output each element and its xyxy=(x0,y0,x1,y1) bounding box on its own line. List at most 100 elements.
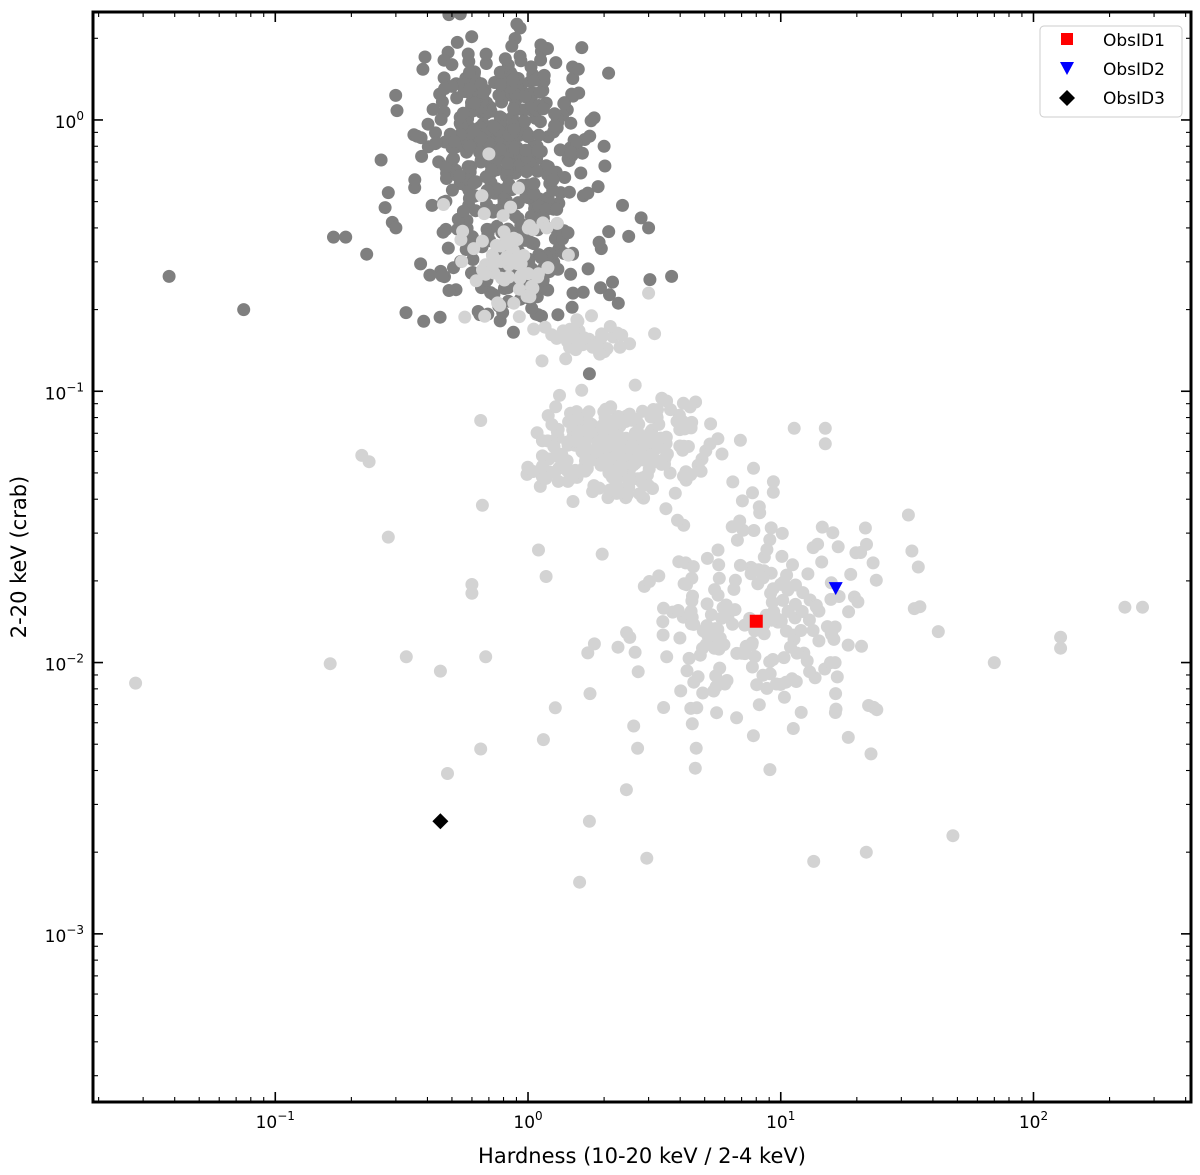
data-point xyxy=(463,139,477,153)
data-point xyxy=(911,560,925,574)
data-point xyxy=(708,641,721,655)
data-point xyxy=(655,391,669,405)
data-point xyxy=(901,508,915,522)
data-point xyxy=(162,269,176,283)
y-tick-label: 100 xyxy=(55,109,84,133)
data-point xyxy=(538,320,552,334)
data-point xyxy=(339,230,353,244)
data-point xyxy=(671,513,684,527)
data-point xyxy=(487,120,501,134)
data-point xyxy=(597,139,611,153)
data-point xyxy=(775,549,789,563)
data-point xyxy=(815,555,829,569)
data-point xyxy=(602,225,616,239)
data-point xyxy=(627,719,641,733)
data-point xyxy=(726,617,739,631)
marker-obsid3 xyxy=(432,813,449,830)
data-point xyxy=(870,703,884,717)
data-point xyxy=(465,586,479,600)
data-point xyxy=(493,142,507,156)
data-point xyxy=(532,543,545,557)
data-point xyxy=(548,466,562,480)
data-point xyxy=(580,462,594,476)
data-point xyxy=(545,418,559,431)
data-point xyxy=(530,164,544,178)
data-point xyxy=(818,437,832,451)
data-point xyxy=(490,182,504,196)
data-point xyxy=(656,628,670,642)
data-point xyxy=(421,117,435,131)
data-point xyxy=(507,122,521,136)
data-point xyxy=(619,783,633,797)
data-point xyxy=(524,60,538,74)
data-point xyxy=(587,637,601,651)
data-point xyxy=(913,600,927,614)
data-point xyxy=(593,347,607,361)
data-point xyxy=(237,303,251,317)
data-point xyxy=(794,624,808,637)
data-point xyxy=(700,551,714,565)
data-point xyxy=(467,242,481,256)
data-point xyxy=(709,680,723,694)
legend-box xyxy=(1039,25,1183,118)
y-axis-label: 2-20 keV (crab) xyxy=(7,476,31,638)
data-point xyxy=(803,665,817,679)
data-point xyxy=(467,176,481,190)
data-point xyxy=(465,30,479,44)
data-point xyxy=(858,521,872,535)
data-point xyxy=(738,618,752,632)
data-point xyxy=(623,630,637,644)
data-point xyxy=(716,601,730,615)
data-point xyxy=(571,314,585,328)
data-point xyxy=(573,875,587,889)
data-point xyxy=(756,571,770,585)
data-point xyxy=(479,57,493,70)
legend-label-obsid2: ObsID2 xyxy=(1103,60,1165,80)
data-point xyxy=(682,651,696,665)
data-point xyxy=(456,224,470,238)
data-point xyxy=(514,54,528,68)
data-point xyxy=(474,414,488,427)
data-point xyxy=(710,706,724,720)
data-point xyxy=(592,481,606,495)
data-point xyxy=(606,275,619,289)
data-point xyxy=(652,569,666,583)
data-point xyxy=(577,331,591,345)
x-tick-label: 100 xyxy=(513,1109,542,1133)
data-point xyxy=(535,354,549,368)
data-point xyxy=(499,233,513,247)
data-point xyxy=(535,449,549,463)
data-point xyxy=(467,124,481,137)
data-point xyxy=(766,475,780,489)
data-point xyxy=(360,247,374,261)
data-point xyxy=(696,686,710,700)
data-point xyxy=(525,301,539,315)
data-point xyxy=(757,627,771,641)
y-tick-label-base: 10 xyxy=(45,656,67,676)
data-point xyxy=(776,593,790,607)
data-point xyxy=(1136,600,1149,614)
y-tick-label-exponent: −2 xyxy=(66,652,84,666)
data-point xyxy=(441,767,454,780)
x-tick-label-exponent: −1 xyxy=(277,1109,295,1123)
plot-frame xyxy=(91,10,1193,1104)
data-point xyxy=(728,573,742,587)
x-tick-label-base: 10 xyxy=(1019,1113,1041,1133)
data-point xyxy=(581,646,595,660)
legend-label-obsid1: ObsID1 xyxy=(1103,31,1165,51)
data-point xyxy=(657,701,671,714)
data-point xyxy=(712,571,726,585)
data-point xyxy=(571,62,585,76)
data-point xyxy=(763,655,777,669)
data-point xyxy=(500,156,514,170)
data-point xyxy=(711,543,725,557)
data-point xyxy=(439,160,453,174)
data-point xyxy=(730,711,744,725)
data-point xyxy=(796,586,810,600)
data-point xyxy=(690,701,704,715)
data-point xyxy=(677,439,691,453)
data-point xyxy=(479,47,493,61)
data-point xyxy=(561,474,575,488)
data-point xyxy=(631,665,645,679)
